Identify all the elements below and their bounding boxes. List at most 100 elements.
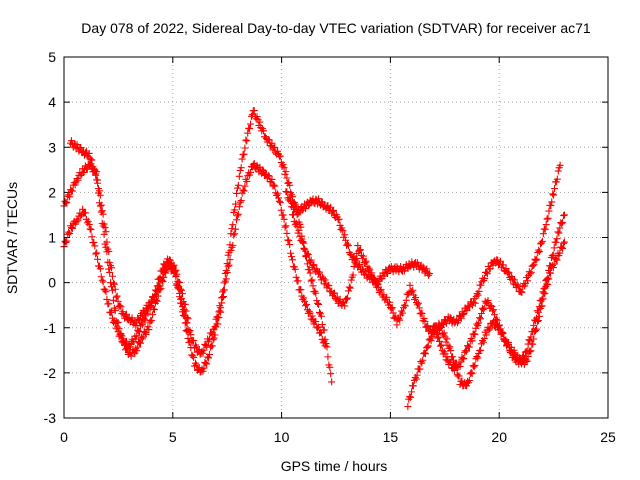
- data-point: [484, 297, 492, 305]
- data-point: [324, 353, 332, 361]
- data-point: [347, 276, 355, 284]
- data-point: [182, 307, 190, 315]
- data-point: [302, 302, 310, 310]
- data-point: [416, 365, 424, 373]
- data-point: [278, 162, 286, 170]
- data-point: [150, 305, 158, 313]
- data-point: [65, 228, 73, 236]
- data-point: [544, 214, 552, 222]
- data-point: [91, 242, 99, 250]
- data-point: [114, 318, 122, 326]
- x-axis-label: GPS time / hours: [281, 458, 388, 474]
- data-point: [92, 250, 100, 258]
- data-point: [253, 113, 261, 121]
- data-point: [99, 222, 107, 230]
- data-point: [234, 181, 242, 189]
- data-point: [549, 190, 557, 198]
- data-point: [395, 315, 403, 323]
- data-point: [106, 268, 114, 276]
- data-point: [295, 226, 303, 234]
- data-point: [502, 265, 510, 273]
- data-point: [463, 347, 471, 355]
- data-point: [315, 300, 323, 308]
- data-point: [536, 248, 544, 256]
- data-point: [152, 296, 160, 304]
- data-point: [361, 259, 369, 267]
- data-point: [318, 198, 326, 206]
- data-point: [402, 296, 410, 304]
- data-point: [243, 137, 251, 145]
- data-point: [154, 292, 162, 300]
- y-tick-label: -1: [44, 320, 57, 336]
- data-point: [74, 217, 82, 225]
- data-point: [546, 269, 554, 277]
- data-point: [558, 220, 566, 228]
- data-point: [279, 211, 287, 219]
- data-point: [560, 239, 568, 247]
- data-point: [493, 316, 501, 324]
- data-point: [474, 291, 482, 299]
- data-point: [173, 270, 181, 278]
- data-point: [108, 272, 116, 280]
- data-point: [153, 297, 161, 305]
- data-point: [460, 354, 468, 362]
- data-point: [541, 290, 549, 298]
- data-point: [105, 265, 113, 273]
- series-track-f: [404, 211, 568, 411]
- data-point: [84, 217, 92, 225]
- data-point: [480, 335, 488, 343]
- data-point: [424, 322, 432, 330]
- data-point: [304, 251, 312, 259]
- data-point: [554, 167, 562, 175]
- data-point: [189, 352, 197, 360]
- data-point: [425, 271, 433, 279]
- y-tick-label: 4: [48, 94, 56, 110]
- data-point: [552, 238, 560, 246]
- data-point: [123, 345, 131, 353]
- data-point: [312, 289, 320, 297]
- data-point: [406, 281, 414, 289]
- data-point: [354, 242, 362, 250]
- data-point: [541, 225, 549, 233]
- grid-lines: [64, 57, 608, 418]
- data-point: [543, 215, 551, 223]
- x-tick-label: 10: [274, 429, 290, 445]
- data-point: [471, 299, 479, 307]
- data-point: [524, 352, 532, 360]
- data-point: [523, 277, 531, 285]
- data-point: [217, 308, 225, 316]
- data-point: [427, 337, 435, 345]
- data-point: [183, 327, 191, 335]
- data-point: [537, 303, 545, 311]
- data-point: [220, 279, 228, 287]
- data-point: [530, 261, 538, 269]
- data-point: [300, 294, 308, 302]
- data-point: [327, 370, 335, 378]
- data-point: [468, 337, 476, 345]
- data-point: [376, 287, 384, 295]
- data-point: [150, 306, 158, 314]
- data-point: [156, 286, 164, 294]
- data-point: [287, 249, 295, 257]
- data-point: [335, 215, 343, 223]
- y-tick-label: -2: [44, 365, 57, 381]
- data-point: [545, 275, 553, 283]
- data-point: [482, 331, 490, 339]
- data-point: [101, 240, 109, 248]
- data-point: [209, 336, 217, 344]
- data-point: [412, 294, 420, 302]
- data-point: [127, 352, 135, 360]
- data-point: [280, 215, 288, 223]
- data-point: [91, 167, 99, 175]
- y-tick-label: 2: [48, 184, 56, 200]
- data-point: [88, 156, 96, 164]
- data-point: [559, 245, 567, 253]
- data-point: [474, 354, 482, 362]
- data-point: [202, 359, 210, 367]
- data-point: [240, 187, 248, 195]
- data-point: [377, 286, 385, 294]
- data-point: [117, 303, 125, 311]
- data-point: [109, 296, 117, 304]
- data-point: [153, 282, 161, 290]
- data-point: [93, 249, 101, 257]
